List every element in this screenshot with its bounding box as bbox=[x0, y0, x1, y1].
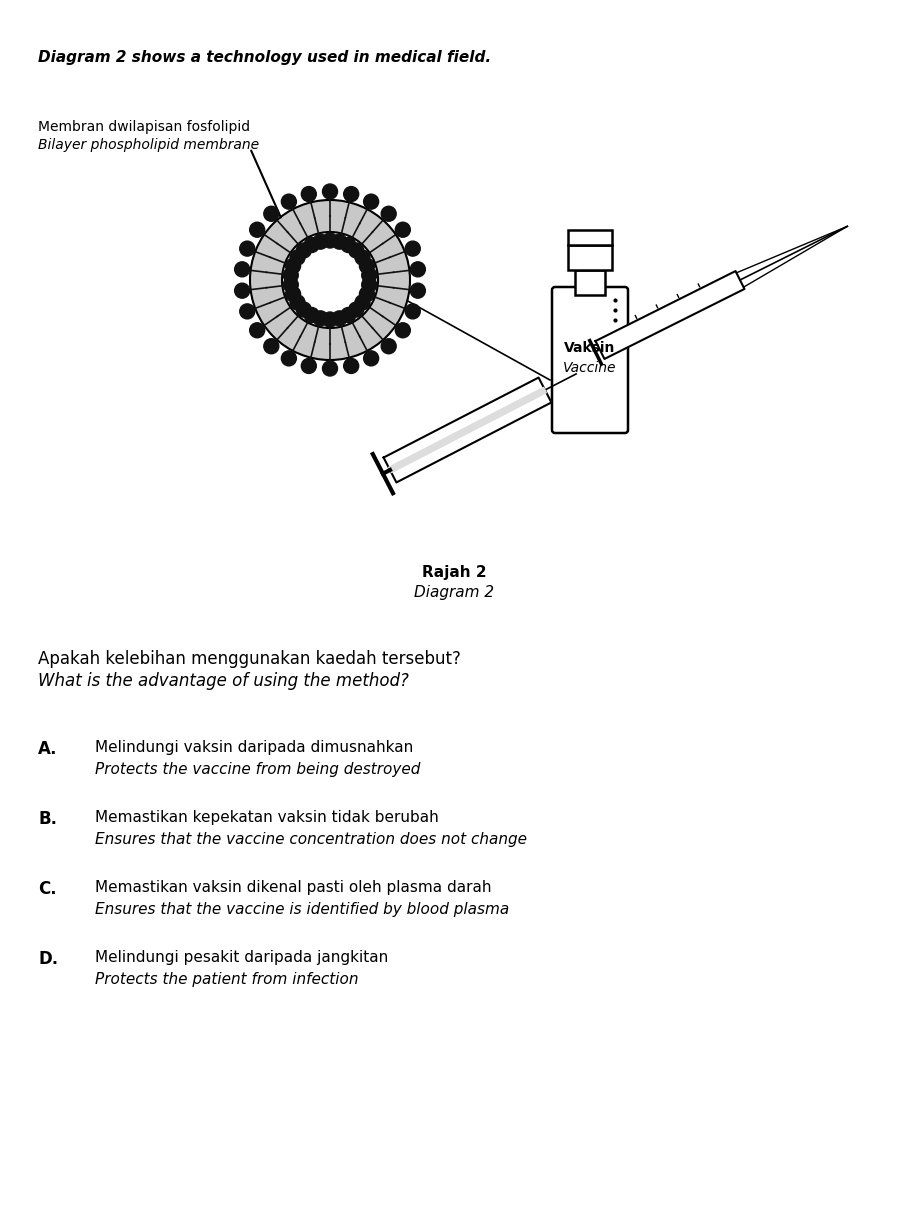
Circle shape bbox=[296, 303, 311, 317]
Circle shape bbox=[363, 194, 379, 209]
Circle shape bbox=[332, 234, 347, 249]
Circle shape bbox=[301, 187, 316, 201]
Circle shape bbox=[355, 250, 370, 265]
Circle shape bbox=[240, 304, 255, 318]
Circle shape bbox=[313, 311, 328, 326]
Circle shape bbox=[286, 259, 301, 273]
Circle shape bbox=[304, 238, 319, 253]
Circle shape bbox=[313, 234, 328, 249]
Circle shape bbox=[281, 194, 296, 209]
Text: Ensures that the vaccine concentration does not change: Ensures that the vaccine concentration d… bbox=[95, 832, 527, 847]
Text: Protects the vaccine from being destroyed: Protects the vaccine from being destroye… bbox=[95, 762, 420, 777]
Circle shape bbox=[296, 243, 311, 257]
Circle shape bbox=[405, 242, 420, 256]
Text: B.: B. bbox=[38, 810, 57, 828]
Circle shape bbox=[344, 359, 359, 373]
Circle shape bbox=[234, 283, 250, 298]
Circle shape bbox=[234, 262, 250, 277]
Polygon shape bbox=[383, 377, 551, 482]
Circle shape bbox=[361, 277, 377, 293]
Circle shape bbox=[363, 351, 379, 366]
Circle shape bbox=[395, 222, 410, 237]
Circle shape bbox=[410, 262, 425, 277]
Text: Membran dwilapisan fosfolipid: Membran dwilapisan fosfolipid bbox=[38, 120, 250, 134]
Text: Memastikan vaksin dikenal pasti oleh plasma darah: Memastikan vaksin dikenal pasti oleh pla… bbox=[95, 880, 491, 895]
Circle shape bbox=[283, 277, 299, 293]
Circle shape bbox=[264, 339, 279, 354]
Circle shape bbox=[304, 307, 319, 322]
Circle shape bbox=[395, 323, 410, 338]
Circle shape bbox=[360, 259, 374, 273]
Polygon shape bbox=[389, 387, 547, 472]
Text: Diagram 2: Diagram 2 bbox=[414, 586, 494, 600]
Text: What is the advantage of using the method?: What is the advantage of using the metho… bbox=[38, 672, 409, 691]
Circle shape bbox=[410, 283, 425, 298]
Circle shape bbox=[360, 287, 374, 301]
Circle shape bbox=[322, 233, 338, 248]
Circle shape bbox=[349, 303, 364, 317]
Text: Melindungi vaksin daripada dimusnahkan: Melindungi vaksin daripada dimusnahkan bbox=[95, 741, 413, 755]
Circle shape bbox=[283, 267, 299, 283]
Bar bbox=[568, 245, 612, 270]
Text: C.: C. bbox=[38, 880, 56, 898]
Circle shape bbox=[290, 295, 305, 310]
Circle shape bbox=[355, 295, 370, 310]
Text: Vaccine: Vaccine bbox=[563, 361, 617, 375]
Polygon shape bbox=[596, 271, 745, 359]
Circle shape bbox=[381, 206, 396, 221]
FancyBboxPatch shape bbox=[552, 287, 628, 433]
Circle shape bbox=[349, 243, 364, 257]
Bar bbox=[568, 231, 612, 245]
Circle shape bbox=[340, 238, 356, 253]
Circle shape bbox=[264, 206, 279, 221]
Circle shape bbox=[322, 361, 338, 376]
Text: D.: D. bbox=[38, 950, 58, 967]
Circle shape bbox=[250, 222, 264, 237]
Circle shape bbox=[283, 233, 377, 327]
Circle shape bbox=[322, 184, 338, 199]
Circle shape bbox=[322, 312, 338, 327]
Circle shape bbox=[281, 351, 296, 366]
Text: Apakah kelebihan menggunakan kaedah tersebut?: Apakah kelebihan menggunakan kaedah ters… bbox=[38, 650, 461, 669]
Circle shape bbox=[286, 287, 301, 301]
Circle shape bbox=[340, 307, 356, 322]
Circle shape bbox=[290, 250, 305, 265]
Circle shape bbox=[405, 304, 420, 318]
Text: Melindungi pesakit daripada jangkitan: Melindungi pesakit daripada jangkitan bbox=[95, 950, 389, 965]
Circle shape bbox=[344, 187, 359, 201]
Bar bbox=[575, 270, 605, 295]
Text: A.: A. bbox=[38, 741, 57, 758]
Text: Rajah 2: Rajah 2 bbox=[421, 565, 487, 580]
Text: Diagram 2 shows a technology used in medical field.: Diagram 2 shows a technology used in med… bbox=[38, 50, 491, 65]
Text: Ensures that the vaccine is identified by blood plasma: Ensures that the vaccine is identified b… bbox=[95, 902, 509, 917]
Circle shape bbox=[301, 359, 316, 373]
Circle shape bbox=[250, 323, 264, 338]
Circle shape bbox=[240, 242, 255, 256]
Text: Vaksin: Vaksin bbox=[564, 342, 616, 355]
Text: Memastikan kepekatan vaksin tidak berubah: Memastikan kepekatan vaksin tidak beruba… bbox=[95, 810, 439, 825]
Circle shape bbox=[361, 267, 377, 283]
Text: Bilayer phospholipid membrane: Bilayer phospholipid membrane bbox=[38, 138, 259, 152]
Text: Protects the patient from infection: Protects the patient from infection bbox=[95, 972, 359, 987]
Circle shape bbox=[381, 339, 396, 354]
Circle shape bbox=[332, 311, 347, 326]
